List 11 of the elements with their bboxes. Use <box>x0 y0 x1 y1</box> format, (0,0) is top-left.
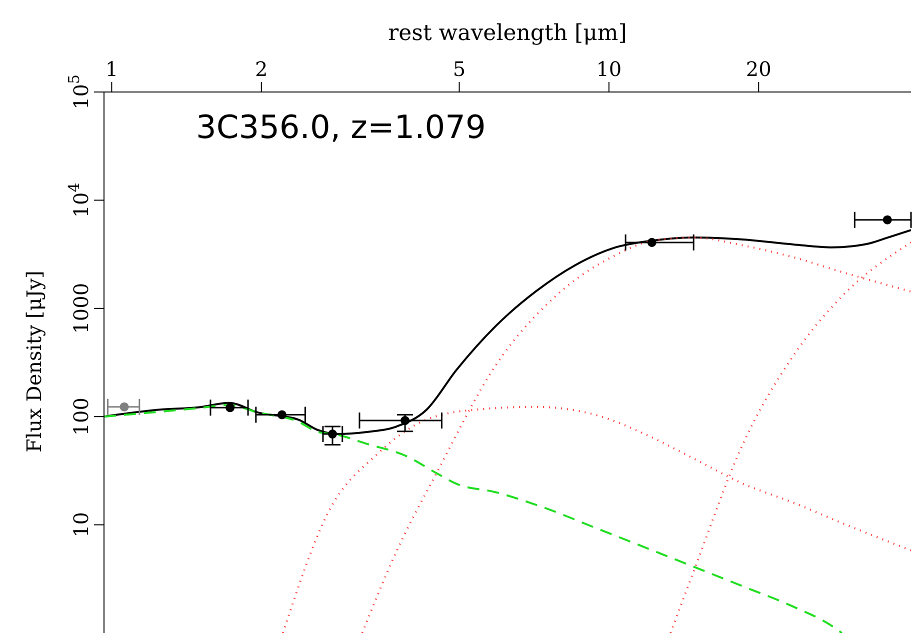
y-tick-label: 1000 <box>69 282 93 334</box>
x-tick-label: 10 <box>596 57 622 81</box>
x-tick-label: 5 <box>452 57 466 81</box>
x-axis-title: rest wavelength [μm] <box>388 21 627 46</box>
x-tick-label: 1 <box>105 57 118 81</box>
x-tick-label: 20 <box>746 57 772 81</box>
y-axis-title: Flux Density [μJy] <box>22 270 46 452</box>
y-tick-label: 100 <box>69 398 93 436</box>
x-tick-label: 2 <box>255 57 268 81</box>
text: 3C356.0, z=1.079 <box>196 108 486 146</box>
y-tick-label: 10 <box>69 512 93 538</box>
